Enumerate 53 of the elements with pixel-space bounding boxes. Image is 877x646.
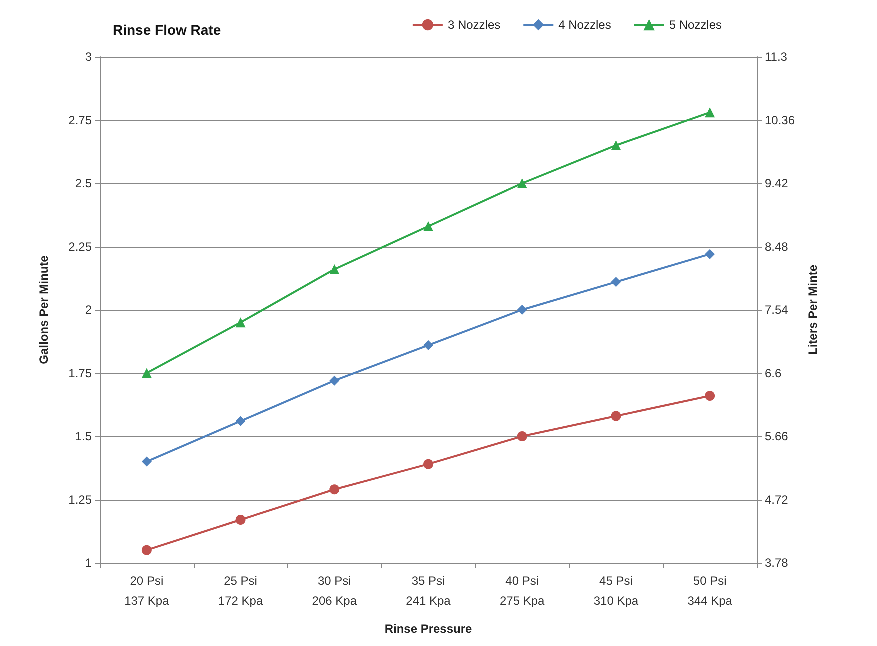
y-tick-label: 2.75 [68, 113, 92, 128]
y-axis-title: Gallons Per Minute [37, 255, 51, 364]
point [142, 545, 152, 556]
legend-label: 5 Nozzles [669, 18, 722, 32]
y-tick-label: 1.75 [68, 366, 92, 380]
y2-tick-label: 3.78 [765, 556, 789, 570]
point [424, 222, 434, 232]
y2-tick-label: 7.54 [765, 303, 789, 317]
y2-tick-label: 6.6 [765, 366, 782, 380]
x-tick-label: 20 Psi 137 Kpa [124, 574, 170, 608]
y2-axis-title: Liters Per Minte [806, 264, 820, 356]
point [330, 376, 340, 386]
point [236, 318, 246, 328]
point [611, 411, 622, 422]
y-tick-label: 2 [85, 303, 92, 317]
y2-tick-label: 5.66 [765, 430, 789, 444]
point [330, 264, 340, 275]
point [424, 340, 434, 350]
legend-label: 4 Nozzles [558, 18, 612, 32]
point [705, 108, 716, 118]
point [236, 514, 246, 525]
y2-tick-label: 11.3 [765, 50, 788, 64]
x-axis-title: Rinse Pressure [384, 622, 473, 636]
chart-title: Rinse Flow Rate [113, 22, 222, 38]
point [517, 178, 528, 188]
point [705, 249, 716, 260]
x-tick-label: 30 Psi 206 Kpa [312, 574, 358, 608]
point [424, 459, 434, 470]
point [236, 416, 246, 426]
x-tick-label: 50 Psi 344 Kpa [688, 574, 733, 608]
point [705, 391, 716, 402]
y2-tick-label: 4.72 [765, 492, 789, 507]
point [517, 305, 528, 315]
y2-tick-label: 8.48 [765, 240, 789, 254]
point [142, 456, 152, 467]
y2-tick-label: 10.36 [765, 113, 796, 128]
y-tick-label: 2.25 [68, 240, 92, 254]
y2-tick-label: 9.42 [765, 176, 789, 190]
x-tick-label: 40 Psi 275 Kpa [500, 574, 546, 608]
y-tick-label: 1.5 [75, 430, 92, 444]
x-tick-label: 45 Psi 310 Kpa [594, 574, 639, 608]
x-tick-label: 35 Psi 241 Kpa [406, 574, 452, 608]
point [330, 484, 340, 495]
x-tick-label: 25 Psi 172 Kpa [218, 574, 264, 608]
point [142, 368, 152, 378]
legend-label: 3 Nozzles [448, 18, 501, 32]
y-tick-label: 1 [85, 556, 92, 570]
y-tick-label: 1.25 [68, 492, 92, 507]
point [611, 140, 622, 151]
y-tick-label: 2.5 [75, 176, 92, 190]
point [611, 277, 622, 288]
point [517, 432, 528, 442]
y-tick-label: 3 [85, 50, 92, 64]
